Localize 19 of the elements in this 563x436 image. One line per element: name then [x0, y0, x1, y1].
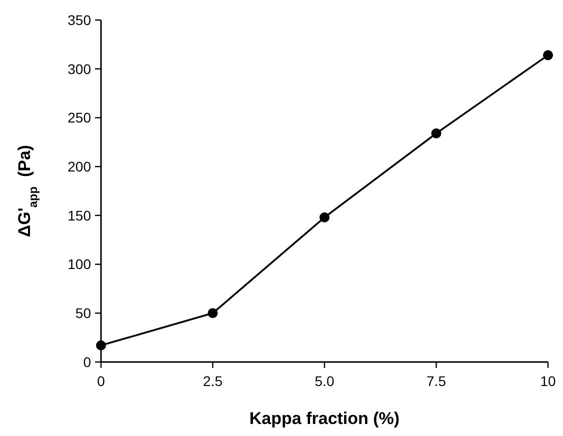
y-tick-label: 50 — [75, 305, 92, 322]
point — [431, 128, 442, 138]
y-tick-label: 300 — [68, 60, 92, 77]
x-tick-label: 10 — [540, 373, 556, 389]
y-tick-label: 250 — [68, 110, 92, 126]
point — [96, 340, 106, 350]
y-tick-label: 200 — [68, 158, 92, 174]
y-tick-label: 100 — [68, 256, 92, 272]
point — [320, 212, 330, 222]
y-tick-label: 350 — [68, 12, 92, 28]
x-tick-label: 2.5 — [203, 373, 223, 389]
x-tick-label: 5.0 — [314, 373, 334, 389]
x-tick-label: 0 — [97, 373, 106, 389]
point — [208, 308, 218, 318]
point — [543, 50, 553, 60]
y-tick-label: 0 — [83, 354, 92, 370]
x-axis-title: Kappa fraction (%) — [249, 409, 400, 428]
y-tick-label: 150 — [68, 207, 92, 224]
x-tick-label: 7.5 — [426, 373, 446, 389]
